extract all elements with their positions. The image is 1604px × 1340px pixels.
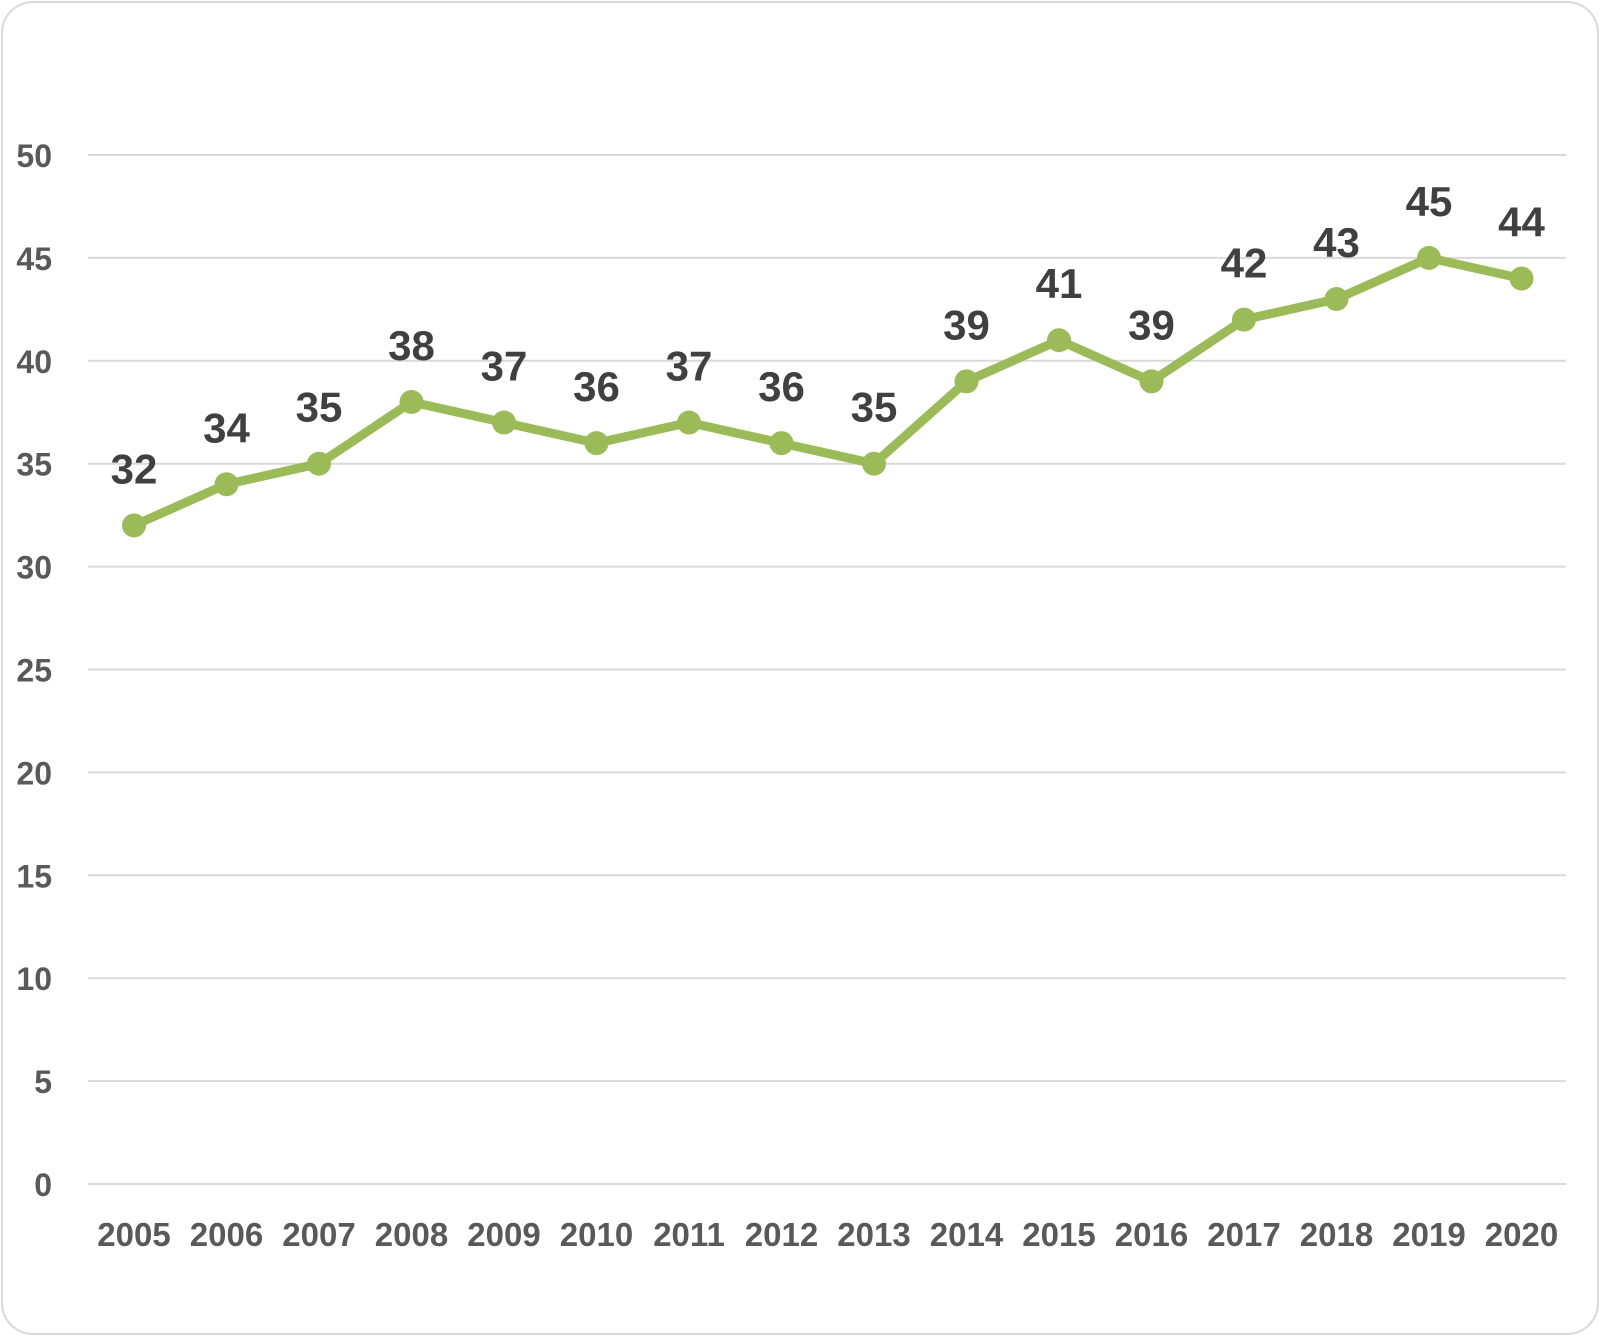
data-label: 44 <box>1498 198 1545 245</box>
data-label: 36 <box>758 363 805 410</box>
y-tick-label: 10 <box>16 961 52 997</box>
y-tick-label: 20 <box>16 755 52 791</box>
data-point <box>1417 245 1441 270</box>
x-tick-label: 2012 <box>745 1216 818 1253</box>
y-tick-label: 50 <box>16 138 52 174</box>
data-label: 32 <box>111 445 158 492</box>
x-tick-label: 2020 <box>1485 1216 1558 1253</box>
y-tick-label: 30 <box>16 550 52 586</box>
data-label: 37 <box>666 343 713 390</box>
series-line <box>129 253 1526 530</box>
data-point <box>769 431 794 456</box>
data-point <box>1047 328 1071 353</box>
x-tick-label: 2015 <box>1022 1216 1095 1253</box>
data-point <box>399 389 424 414</box>
data-label: 39 <box>1128 301 1175 348</box>
data-label: 35 <box>296 384 343 431</box>
data-point <box>214 472 239 497</box>
data-point <box>1232 307 1256 332</box>
data-label: 35 <box>851 384 898 431</box>
data-point <box>677 410 701 435</box>
x-tick-label: 2010 <box>560 1216 633 1253</box>
y-tick-label: 45 <box>16 241 52 277</box>
x-tick-label: 2017 <box>1207 1216 1280 1253</box>
y-axis-ticks: 0 5 10 15 20 25 30 35 40 45 50 <box>16 138 52 1203</box>
x-tick-label: 2009 <box>467 1216 540 1253</box>
data-point <box>122 513 146 538</box>
x-tick-label: 2006 <box>190 1216 263 1253</box>
x-tick-label: 2005 <box>97 1216 170 1253</box>
data-point <box>1509 266 1534 291</box>
x-tick-label: 2019 <box>1392 1216 1465 1253</box>
data-label: 36 <box>573 363 620 410</box>
data-point <box>584 431 609 456</box>
data-label: 42 <box>1221 240 1268 287</box>
x-tick-label: 2013 <box>837 1216 910 1253</box>
x-tick-label: 2014 <box>930 1216 1004 1253</box>
data-point <box>1139 369 1164 394</box>
y-tick-label: 0 <box>34 1167 52 1203</box>
data-label: 38 <box>388 322 435 369</box>
data-point <box>862 451 886 476</box>
data-label: 37 <box>481 343 528 390</box>
gridlines <box>88 154 1566 1185</box>
data-label: 43 <box>1313 219 1360 266</box>
data-point <box>1324 287 1349 312</box>
data-label: 45 <box>1406 178 1453 225</box>
x-tick-label: 2018 <box>1300 1216 1373 1253</box>
x-tick-label: 2011 <box>653 1216 725 1253</box>
y-tick-label: 15 <box>16 858 52 894</box>
x-tick-label: 2008 <box>375 1216 448 1253</box>
data-point <box>954 369 979 394</box>
x-tick-label: 2016 <box>1115 1216 1188 1253</box>
x-tick-label: 2007 <box>282 1216 355 1253</box>
data-point <box>492 410 516 435</box>
y-tick-label: 35 <box>16 447 52 483</box>
x-axis-ticks: 2005 2006 2007 2008 2009 2010 2011 2012 2013 2014… <box>97 1216 1558 1253</box>
data-label: 41 <box>1036 260 1083 307</box>
series-line-path <box>129 253 1526 530</box>
y-tick-label: 40 <box>16 344 52 380</box>
data-point <box>307 451 331 476</box>
data-labels: 32 34 35 38 37 36 37 36 35 39 41 39 42 43 45 44 <box>111 178 1546 493</box>
data-label: 34 <box>203 404 250 451</box>
y-tick-label: 25 <box>16 653 52 689</box>
y-tick-label: 5 <box>34 1064 52 1100</box>
data-points <box>122 245 1534 538</box>
data-label: 39 <box>943 301 990 348</box>
